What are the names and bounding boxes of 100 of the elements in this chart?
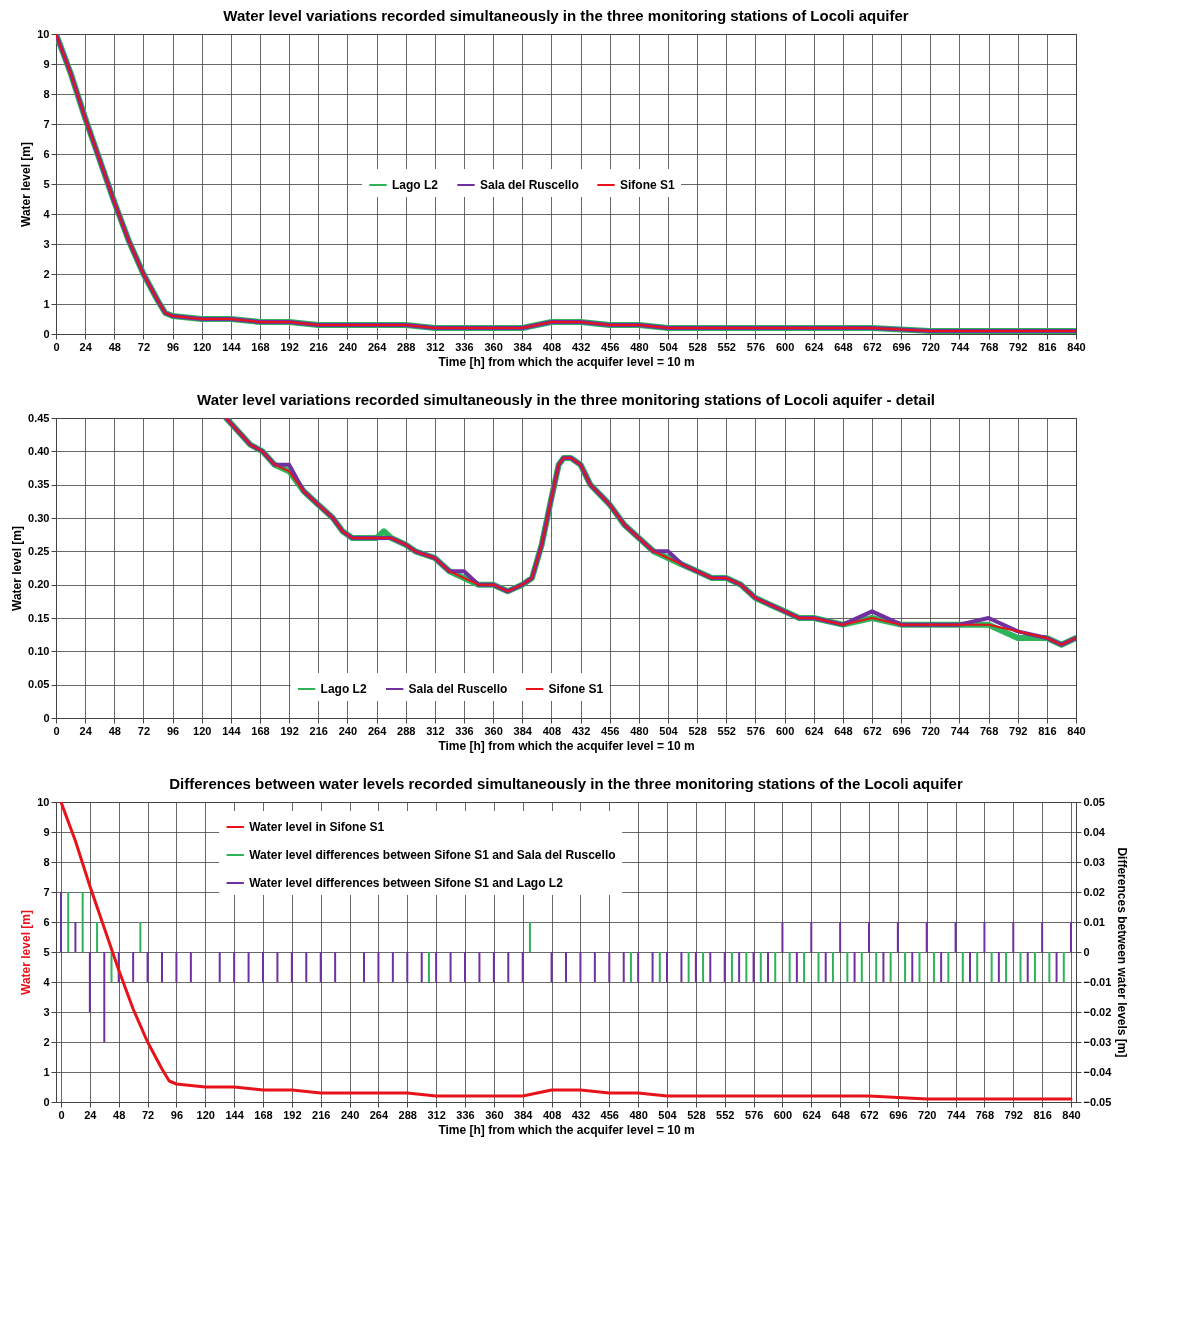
x-tick-label: 816 — [1033, 1108, 1052, 1121]
y-tick-label: 3 — [43, 237, 50, 250]
y-tick-label: 10 — [37, 27, 50, 40]
x-tick-label: 672 — [860, 1108, 879, 1121]
legend-label: Water level in Sifone S1 — [249, 820, 385, 834]
x-tick-label: 48 — [108, 340, 121, 353]
x-tick-label: 384 — [513, 724, 533, 737]
y-tick-label: 0 — [43, 711, 50, 724]
y-tick-label: 6 — [43, 915, 50, 928]
y-tick-label: 0 — [43, 1095, 50, 1108]
x-tick-label: 672 — [863, 724, 882, 737]
y-tick-label: 0.20 — [28, 578, 50, 591]
y-tick-label: 9 — [43, 57, 50, 70]
y-tick-label: 7 — [43, 117, 50, 130]
x-tick-label: 96 — [166, 340, 180, 353]
x-tick-label: 312 — [426, 724, 445, 737]
y2-tick-label: 0.01 — [1083, 915, 1105, 928]
y-tick-label: 6 — [43, 147, 50, 160]
y-tick-label: 7 — [43, 885, 50, 898]
x-tick-label: 600 — [775, 340, 795, 353]
x-tick-label: 24 — [84, 1108, 98, 1121]
x-tick-label: 72 — [137, 340, 151, 353]
x-tick-label: 696 — [889, 1108, 908, 1121]
chart-title: Water level variations recorded simultaneously in the three monitoring stations of Locoli aquifer - detail — [197, 391, 935, 408]
x-tick-label: 264 — [369, 1108, 389, 1121]
x-tick-label: 432 — [571, 1108, 591, 1121]
legend-label: Lago L2 — [392, 178, 439, 192]
x-tick-label: 720 — [921, 724, 940, 737]
x-tick-label: 840 — [1062, 1108, 1081, 1121]
x-tick-label: 288 — [397, 724, 416, 737]
y2-tick-label: 0.05 — [1083, 795, 1105, 808]
x-tick-label: 360 — [485, 1108, 504, 1121]
x-tick-label: 648 — [834, 340, 853, 353]
x-tick-label: 288 — [398, 1108, 417, 1121]
y-tick-label: 0.40 — [28, 444, 50, 457]
x-tick-label: 840 — [1067, 340, 1086, 353]
x-tick-label: 216 — [309, 340, 328, 353]
x-tick-label: 696 — [892, 340, 911, 353]
x-tick-label: 264 — [367, 340, 388, 353]
x-tick-label: 144 — [222, 340, 242, 353]
y-tick-label: 0.35 — [28, 478, 50, 491]
y-tick-label: 0.15 — [28, 611, 50, 624]
y-tick-label: 5 — [43, 177, 50, 190]
x-tick-label: 144 — [225, 1108, 245, 1121]
x-tick-label: 528 — [688, 340, 707, 353]
x-tick-label: 552 — [717, 724, 736, 737]
x-tick-label: 96 — [166, 724, 180, 737]
x-tick-label: 384 — [513, 340, 533, 353]
x-tick-label: 0 — [58, 1108, 65, 1121]
y-tick-label: 0.25 — [28, 544, 50, 557]
x-tick-label: 0 — [53, 724, 60, 737]
x-tick-label: 192 — [283, 1108, 302, 1121]
x-tick-label: 384 — [514, 1108, 534, 1121]
x-tick-label: 264 — [367, 724, 388, 737]
x-tick-label: 816 — [1038, 340, 1057, 353]
x-tick-label: 552 — [716, 1108, 735, 1121]
y-axis-title: Water level [m] — [10, 526, 25, 611]
x-tick-label: 408 — [542, 1108, 562, 1121]
x-tick-label: 288 — [397, 340, 416, 353]
x-tick-label: 408 — [542, 340, 562, 353]
x-tick-label: 336 — [455, 340, 474, 353]
x-tick-label: 456 — [601, 724, 620, 737]
x-tick-label: 432 — [571, 340, 591, 353]
y-tick-label: 0.30 — [28, 511, 50, 524]
x-tick-label: 720 — [921, 340, 940, 353]
x-axis-title: Time [h] from which the acquifer level = 10 m — [438, 738, 695, 753]
x-tick-label: 768 — [979, 724, 999, 737]
x-tick-label: 504 — [658, 1108, 678, 1121]
x-tick-label: 312 — [427, 1108, 446, 1121]
x-tick-label: 480 — [630, 340, 649, 353]
y-tick-label: 8 — [43, 855, 50, 868]
y2-tick-label: 0.02 — [1083, 885, 1105, 898]
x-tick-label: 744 — [950, 340, 970, 353]
x-tick-label: 48 — [113, 1108, 126, 1121]
y2-tick-label: −0.05 — [1083, 1095, 1112, 1108]
x-tick-label: 744 — [946, 1108, 967, 1121]
x-tick-label: 120 — [196, 1108, 215, 1121]
y2-tick-label: 0 — [1083, 945, 1090, 958]
y2-tick-label: −0.04 — [1083, 1065, 1113, 1078]
x-tick-label: 576 — [746, 724, 766, 737]
x-tick-label: 768 — [979, 340, 999, 353]
x-tick-label: 480 — [630, 724, 649, 737]
x-tick-label: 168 — [251, 340, 270, 353]
y-tick-label: 2 — [43, 1035, 50, 1048]
y2-axis-title: Differences between water levels [m] — [1115, 847, 1130, 1058]
x-tick-label: 240 — [340, 1108, 360, 1121]
x-axis-title: Time [h] from which the acquifer level = 10 m — [438, 1122, 695, 1137]
x-tick-label: 624 — [805, 340, 825, 353]
y-tick-label: 1 — [43, 1065, 50, 1078]
y-tick-label: 1 — [43, 297, 50, 310]
x-tick-label: 648 — [834, 724, 853, 737]
x-tick-label: 192 — [280, 340, 299, 353]
x-tick-label: 456 — [600, 1108, 619, 1121]
x-tick-label: 816 — [1038, 724, 1057, 737]
y-tick-label: 0 — [43, 327, 50, 340]
x-tick-label: 168 — [254, 1108, 273, 1121]
x-tick-label: 120 — [193, 724, 212, 737]
x-tick-label: 504 — [659, 724, 679, 737]
x-tick-label: 480 — [629, 1108, 648, 1121]
x-tick-label: 456 — [601, 340, 620, 353]
